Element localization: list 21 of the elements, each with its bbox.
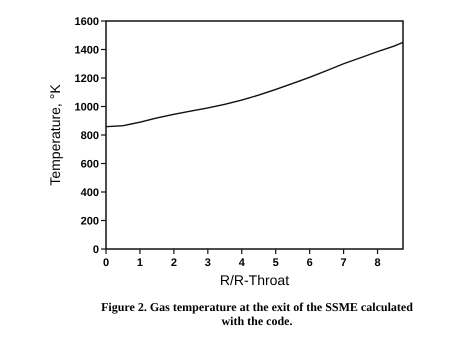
y-tick-label: 0 — [92, 244, 99, 256]
y-tick-label: 1000 — [74, 101, 99, 114]
x-tick-label: 0 — [102, 257, 110, 269]
y-tick-label: 1400 — [74, 44, 99, 56]
x-axis-title: R/R-Throat — [220, 272, 290, 288]
y-tick-label: 600 — [80, 158, 99, 170]
x-tick-label: 3 — [204, 257, 211, 269]
x-tick-label: 6 — [306, 257, 313, 269]
y-tick-label: 1600 — [74, 16, 99, 28]
x-tick-label: 1 — [136, 257, 144, 269]
x-tick-label: 4 — [238, 257, 246, 269]
y-tick-label: 400 — [80, 186, 99, 199]
x-tick-label: 2 — [170, 257, 177, 269]
x-tick-label: 7 — [340, 257, 347, 269]
y-tick-label: 200 — [80, 215, 99, 228]
y-tick-label: 800 — [80, 130, 99, 142]
y-axis-title: Temperature, °K — [47, 84, 63, 186]
y-tick-label: 1200 — [74, 72, 99, 85]
caption: Figure 2. Gas temperature at the exit of the SSME calculated with the code. — [101, 300, 414, 328]
x-tick-label: 8 — [374, 257, 381, 269]
x-tick-label: 5 — [272, 257, 279, 269]
